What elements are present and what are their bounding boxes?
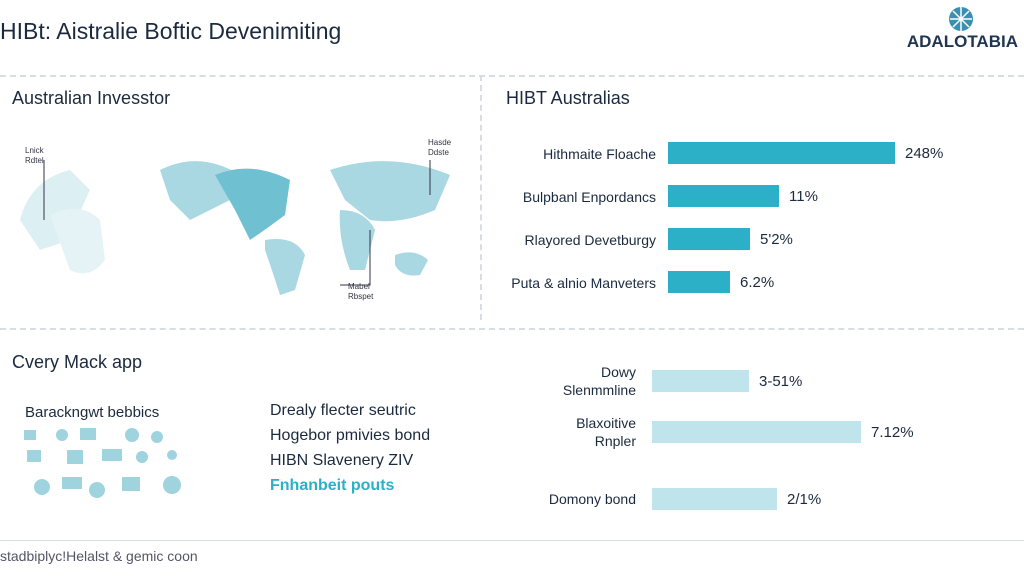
map-callout: Hasde Ddste [428,138,452,157]
label-line: Rnpler [594,433,636,449]
label-line: Domony bond [548,491,636,507]
bar-value: 11% [789,188,818,205]
bar-value: 6.2% [740,274,775,291]
list-item-highlight: Fnhanbeit pouts [270,477,395,494]
bar-value: 5'2% [760,231,793,248]
label-line: Blaxoitive [576,415,636,431]
logo-text: ADALOTABIA [906,32,1018,51]
bar-value: 7.12% [871,424,914,441]
bar-label: Bulpbanl Enpordancs [522,189,656,205]
page-title: HIBt: Aistralie Boftic Devenimiting [0,18,342,44]
footer: stadbiplyc!Helalst & gemic coon [0,548,198,564]
panel-subtitle: Barackngwt bebbics [25,404,160,421]
list-item: HIBN Slavenery ZIV [270,452,414,469]
label-line: Slenmmline [562,382,636,398]
panel-title: Australian Invesstor [12,88,171,108]
world-map [20,160,450,295]
panel-title: HIBT Australias [506,88,630,108]
bar-label: Puta & alnio Manveters [511,275,656,291]
map-callout: Lnick Rdtel [25,146,44,165]
bar-value: 3-51% [759,373,803,390]
list-item: Hogebor pmivies bond [270,427,431,444]
list-item: Drealy flecter seutric [270,402,416,419]
divider [0,328,1024,330]
logo-icon [949,7,973,31]
bar-label: Domony bond [436,490,636,508]
divider [0,75,1024,77]
bar-label: Dowy Slenmmline [436,363,636,399]
bar [652,488,777,510]
bar [652,421,861,443]
item-list: Drealy flecter seutric Hogebor pmivies bo… [270,402,430,502]
bar [652,370,749,392]
label-line: Dowy [600,364,636,380]
bar-value: 2/1% [787,491,822,508]
icon-cluster [24,428,181,498]
bar-label: Blaxoitive Rnpler [436,414,636,450]
bar [668,142,895,164]
bar-label: Rlayored Devetburgy [524,232,656,248]
bar [668,271,730,293]
divider [0,540,1024,541]
panel-title: Cvery Mack app [12,352,143,372]
bar [668,228,750,250]
map-callout: Mabel Rbspet [348,282,374,301]
divider [480,75,482,320]
bar-label: Hithmaite Floache [543,146,656,162]
bar-value: 248% [905,145,944,162]
bar [668,185,779,207]
